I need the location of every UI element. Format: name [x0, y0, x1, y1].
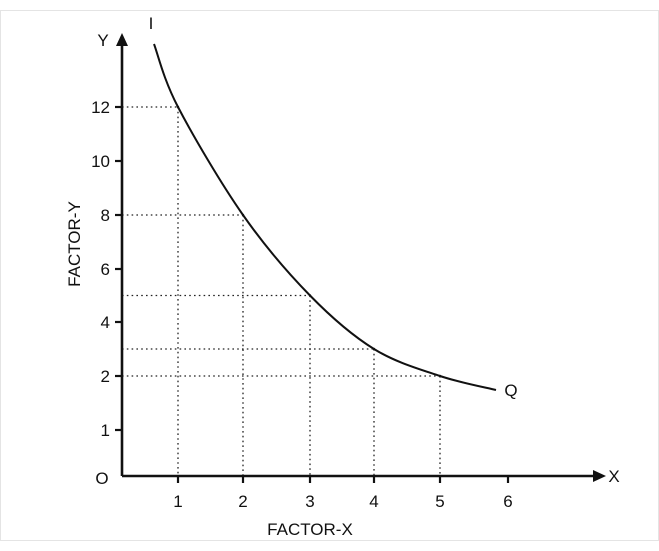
- isoquant-curve: [153, 43, 497, 391]
- guide-lines: [122, 106, 441, 476]
- x-tick-label: 2: [238, 492, 247, 511]
- curve-start-label: I: [149, 14, 154, 33]
- y-tick-label: 8: [101, 206, 110, 225]
- curve-points: [176, 105, 442, 378]
- image-border: [0, 10, 659, 541]
- x-tick-label: 3: [305, 492, 314, 511]
- y-axis-letter: Y: [97, 31, 108, 50]
- x-axis-letter: X: [608, 467, 619, 486]
- x-axis-arrow-icon: [593, 470, 606, 482]
- data-point: [241, 213, 245, 217]
- x-tick-label: 1: [173, 492, 182, 511]
- y-tick-label: 6: [101, 260, 110, 279]
- y-tick-label: 2: [101, 367, 110, 386]
- x-tick-label: 5: [435, 492, 444, 511]
- y-tick-label: 1: [101, 421, 110, 440]
- y-axis-title: FACTOR-Y: [65, 201, 84, 287]
- curve-end-label: Q: [504, 381, 517, 400]
- x-axis-title: FACTOR-X: [267, 520, 353, 539]
- y-tick-label: 10: [91, 152, 110, 171]
- y-tick-label: 12: [91, 98, 110, 117]
- data-point: [372, 347, 376, 351]
- origin-label: O: [95, 469, 108, 488]
- data-point: [308, 294, 312, 297]
- data-point: [176, 105, 180, 109]
- y-tick-label: 4: [101, 313, 110, 332]
- x-tick-label: 4: [369, 492, 378, 511]
- axes: [116, 33, 606, 482]
- x-tick-label: 6: [503, 492, 512, 511]
- data-point: [438, 374, 442, 378]
- y-axis-arrow-icon: [116, 33, 128, 46]
